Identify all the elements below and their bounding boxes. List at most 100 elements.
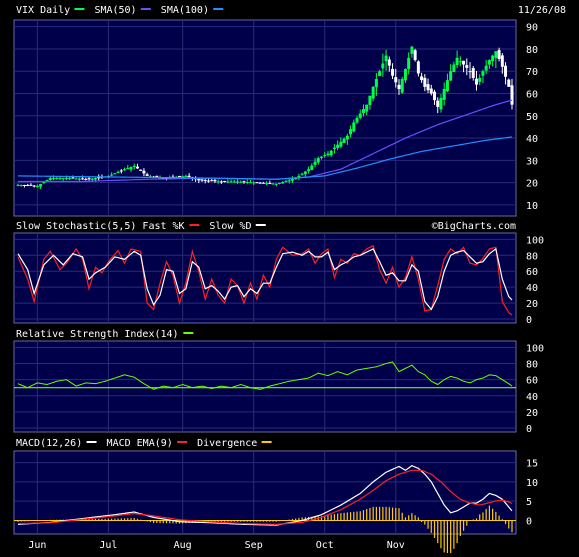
- candle-body: [378, 71, 382, 77]
- candle-body: [155, 175, 159, 178]
- x-axis-month-label: Jun: [28, 540, 46, 551]
- candle-body: [74, 178, 78, 180]
- candle-body: [487, 60, 491, 65]
- candle-body: [268, 183, 272, 185]
- candle-body: [394, 77, 398, 83]
- candle-body: [55, 178, 59, 180]
- candle-body: [248, 182, 252, 184]
- candle-body: [271, 183, 275, 185]
- candle-body: [58, 178, 62, 180]
- candle-body: [32, 185, 36, 187]
- candle-body: [84, 179, 88, 181]
- candle-body: [213, 180, 217, 182]
- candle-body: [135, 166, 139, 169]
- panel-1-y-tick-label: 0: [526, 315, 532, 326]
- panel-0-y-tick-label: 40: [526, 134, 538, 145]
- candle-body: [416, 61, 420, 74]
- candle-body: [491, 55, 495, 62]
- rsi-line: [17, 361, 513, 390]
- candle-body: [336, 144, 340, 148]
- candle-body: [132, 165, 136, 167]
- candle-body: [236, 181, 240, 183]
- candle-body: [261, 182, 265, 184]
- candle-body: [481, 71, 485, 76]
- candle-body: [510, 85, 514, 105]
- candle-body: [200, 179, 204, 181]
- legend-label-rsi-0: Relative Strength Index(14): [16, 329, 179, 340]
- candle-body: [113, 173, 117, 175]
- candle-body: [232, 181, 236, 183]
- candle-body: [420, 76, 424, 81]
- candle-body: [310, 165, 314, 170]
- candle-body: [452, 64, 456, 73]
- candle-body: [278, 182, 282, 184]
- candle-body: [497, 50, 501, 59]
- candle-body: [507, 79, 511, 87]
- panel-3-y-tick-label: 10: [526, 478, 538, 489]
- candle-body: [35, 185, 39, 187]
- panel-3-y-tick-label: 0: [526, 516, 532, 527]
- candle-body: [462, 60, 466, 65]
- sma100-line: [17, 136, 513, 180]
- candle-body: [339, 141, 343, 147]
- panel-1-y-tick-label: 40: [526, 283, 538, 294]
- candle-body: [77, 178, 81, 180]
- fast-k-line: [17, 244, 513, 316]
- candle-body: [287, 180, 291, 182]
- candle-body: [145, 174, 149, 176]
- candle-body: [410, 46, 414, 54]
- candle-body: [258, 182, 262, 184]
- candle-body: [206, 180, 210, 182]
- legend-label-stoch-0: Slow Stochastic(5,5) Fast %K: [16, 221, 185, 232]
- candle-body: [52, 178, 56, 180]
- candle-body: [384, 55, 388, 62]
- candle-body: [355, 118, 359, 123]
- x-axis-month-label: Nov: [387, 540, 405, 551]
- candle-body: [445, 80, 449, 92]
- candle-body: [116, 171, 120, 173]
- panel-2-background: [13, 340, 517, 433]
- panel-0-y-tick-label: 60: [526, 90, 538, 101]
- candle-body: [22, 184, 26, 186]
- panel-1-y-tick-label: 20: [526, 299, 538, 310]
- candle-body: [332, 147, 336, 149]
- candle-body: [323, 155, 327, 157]
- legend-label-macd-1: MACD EMA(9): [107, 438, 173, 449]
- panel-0-y-tick-label: 70: [526, 67, 538, 78]
- candle-body: [197, 178, 201, 181]
- candle-body: [500, 55, 504, 67]
- candle-body: [93, 178, 97, 180]
- candle-body: [345, 135, 349, 140]
- candle-body: [433, 91, 437, 101]
- slow-d-line: [17, 247, 513, 311]
- panel-2-y-tick-label: 80: [526, 360, 538, 371]
- candle-body: [326, 153, 330, 156]
- candle-body: [139, 169, 143, 171]
- candle-body: [329, 150, 333, 156]
- candle-body: [61, 178, 65, 180]
- candle-body: [365, 104, 369, 112]
- candle-body: [478, 77, 482, 82]
- candle-body: [307, 169, 311, 172]
- x-axis-month-label: Jul: [99, 540, 117, 551]
- candle-body: [400, 79, 404, 93]
- candle-body: [426, 84, 430, 91]
- candle-body: [320, 156, 324, 158]
- candle-body: [458, 61, 462, 63]
- candle-body: [210, 180, 214, 182]
- panel-2-y-tick-label: 20: [526, 408, 538, 419]
- candle-body: [281, 182, 285, 184]
- macd-ema-line: [17, 469, 513, 525]
- panel-0-y-tick-label: 90: [526, 23, 538, 34]
- panel-2-y-tick-label: 100: [526, 343, 544, 354]
- candle-body: [407, 57, 411, 70]
- candle-body: [252, 182, 256, 184]
- candle-body: [413, 50, 417, 61]
- candle-body: [181, 176, 185, 178]
- candle-body: [391, 68, 395, 76]
- x-axis-month-label: Sep: [245, 540, 263, 551]
- candle-body: [219, 181, 223, 183]
- panel-0-y-tick-label: 80: [526, 45, 538, 56]
- candle-body: [226, 181, 230, 183]
